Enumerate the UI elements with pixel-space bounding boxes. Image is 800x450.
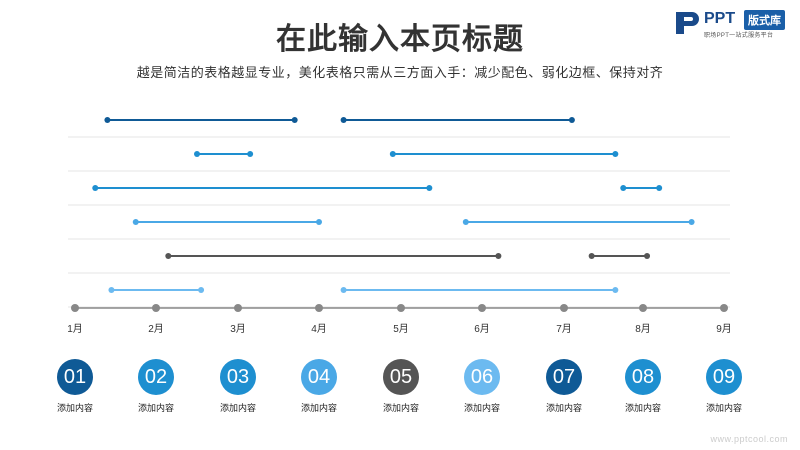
- bar-end-dot: [656, 185, 663, 191]
- month-label: 9月: [716, 323, 732, 335]
- page-subtitle: 越是简洁的表格越显专业，美化表格只需从三方面入手：减少配色、弱化边框、保持对齐: [136, 65, 664, 80]
- item-card: 01 添加内容: [47, 359, 103, 414]
- bar-start-dot: [340, 117, 347, 123]
- month-label: 8月: [635, 323, 651, 335]
- item-label: 添加内容: [705, 403, 742, 413]
- item-label: 添加内容: [219, 403, 256, 413]
- axis-tick-dot: [478, 304, 486, 312]
- bar-end-dot: [644, 253, 651, 259]
- item-card: 08 添加内容: [615, 359, 671, 414]
- axis-tick-dot: [397, 304, 405, 312]
- bar-start-dot: [389, 151, 396, 157]
- item-number-badge: 05: [383, 359, 419, 395]
- item-card: 03 添加内容: [210, 359, 266, 414]
- item-card: 05 添加内容: [373, 359, 429, 414]
- axis-tick-dot: [71, 304, 79, 312]
- item-card: 02 添加内容: [128, 359, 184, 414]
- month-label: 5月: [393, 323, 409, 335]
- logo-brand: PPT: [704, 10, 736, 27]
- item-card: 07 添加内容: [536, 359, 592, 414]
- page-title: 在此输入本页标题: [276, 23, 524, 56]
- month-label: 4月: [311, 323, 327, 335]
- watermark: www.pptcool.com: [710, 434, 788, 444]
- bar-end-dot: [316, 219, 322, 225]
- bar-end-dot: [568, 117, 575, 123]
- item-number-badge: 08: [625, 359, 661, 395]
- logo-badge: 版式库: [744, 10, 785, 30]
- bar-end-dot: [688, 219, 695, 225]
- item-number-badge: 04: [301, 359, 337, 395]
- item-number-badge: 09: [706, 359, 742, 395]
- bar-start-dot: [340, 287, 347, 293]
- bar-end-dot: [247, 151, 254, 157]
- bar-end-dot: [198, 287, 205, 293]
- bar-end-dot: [612, 151, 619, 157]
- month-label: 3月: [230, 323, 246, 335]
- bar-end-dot: [612, 287, 619, 293]
- item-card: 04 添加内容: [291, 359, 347, 414]
- month-label: 6月: [474, 323, 490, 335]
- bar-start-dot: [92, 185, 99, 191]
- brand-logo: PPT 版式库 职场PPT一站式服务平台: [674, 8, 794, 42]
- bar-start-dot: [108, 287, 115, 293]
- axis-tick-dot: [234, 304, 242, 312]
- item-label: 添加内容: [624, 403, 661, 413]
- bar-start-dot: [588, 253, 595, 259]
- item-label: 添加内容: [300, 403, 337, 413]
- bar-end-dot: [495, 253, 502, 259]
- item-number-badge: 03: [220, 359, 256, 395]
- logo-tagline: 职场PPT一站式服务平台: [704, 33, 774, 39]
- logo-mark-icon: [676, 12, 699, 34]
- item-card: 06 添加内容: [454, 359, 510, 414]
- bar-end-dot: [291, 117, 298, 123]
- item-number-badge: 01: [57, 359, 93, 395]
- item-label: 添加内容: [137, 403, 174, 413]
- axis-tick-dot: [315, 304, 323, 312]
- axis-tick-dot: [152, 304, 160, 312]
- bar-start-dot: [462, 219, 469, 225]
- bar-start-dot: [620, 185, 627, 191]
- month-label: 1月: [67, 323, 83, 335]
- bar-start-dot: [165, 253, 172, 259]
- item-label: 添加内容: [56, 403, 93, 413]
- bar-start-dot: [132, 219, 139, 225]
- item-number-badge: 06: [464, 359, 500, 395]
- item-label: 添加内容: [463, 403, 500, 413]
- item-label: 添加内容: [382, 403, 419, 413]
- month-label: 2月: [148, 323, 164, 335]
- item-label: 添加内容: [545, 403, 582, 413]
- axis-tick-dot: [560, 304, 568, 312]
- bar-start-dot: [104, 117, 111, 123]
- item-card: 09 添加内容: [696, 359, 752, 414]
- axis-tick-dot: [720, 304, 728, 312]
- bar-end-dot: [426, 185, 433, 191]
- axis-tick-dot: [639, 304, 647, 312]
- item-number-badge: 07: [546, 359, 582, 395]
- bar-start-dot: [194, 151, 200, 157]
- month-label: 7月: [556, 323, 572, 335]
- item-number-badge: 02: [138, 359, 174, 395]
